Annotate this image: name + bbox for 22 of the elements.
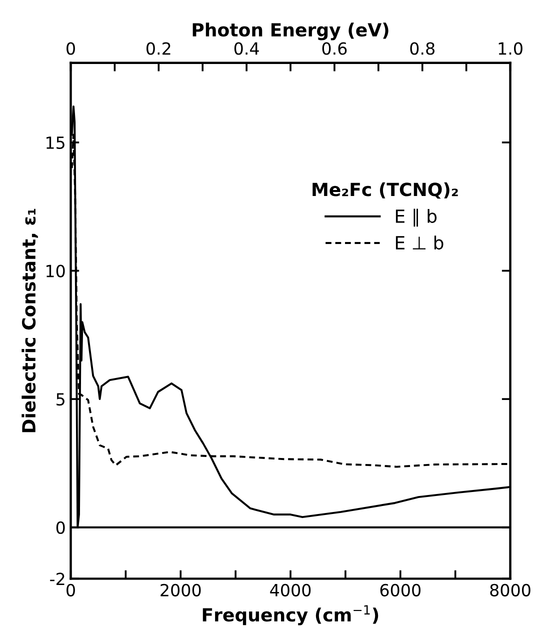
x2-tick-label: 0.4 <box>234 42 259 55</box>
x-tick-label: 2000 <box>160 584 201 596</box>
x-axis-title: Frequency (cm$^{−1}$) <box>202 605 378 626</box>
y-tick-label: 0 <box>56 521 65 534</box>
x2-tick-label: 1.0 <box>498 42 522 55</box>
x2-axis-title: Photon Energy (eV) <box>192 22 388 40</box>
x2-tick-label: 0.8 <box>410 42 434 55</box>
y-axis-title: Dielectric Constant, ε₁ <box>22 208 38 432</box>
y-tick-label: 5 <box>56 393 64 406</box>
x2-tick-label: 0 <box>66 42 75 55</box>
x2-tick-label: 0.2 <box>146 42 170 55</box>
legend-title: Me₂Fc (TCNQ)₂ <box>312 182 458 199</box>
x-tick-label: 0 <box>66 584 75 596</box>
y-tick-label: -2 <box>50 572 64 586</box>
x2-tick-label: 0.6 <box>322 42 347 55</box>
x-tick-label: 4000 <box>270 584 311 596</box>
y-tick-label: 15 <box>46 136 64 150</box>
y-tick-label: 10 <box>46 264 65 278</box>
x-tick-label: 8000 <box>490 584 530 596</box>
legend-label: E ⊥ b <box>396 236 444 250</box>
legend-label: E ∥ b <box>396 208 437 227</box>
x-tick-label: 6000 <box>380 584 420 596</box>
